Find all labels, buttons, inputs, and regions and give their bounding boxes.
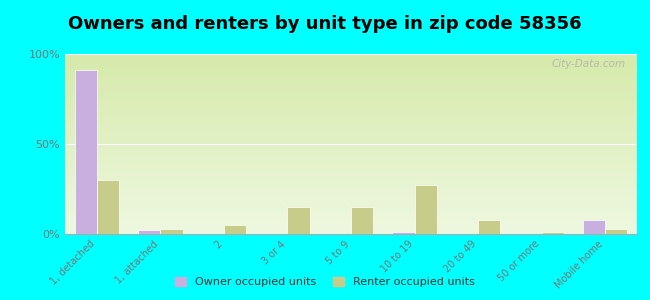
Bar	[224, 225, 246, 234]
Bar	[415, 185, 437, 234]
Bar	[75, 70, 97, 234]
Text: Owners and renters by unit type in zip code 58356: Owners and renters by unit type in zip c…	[68, 15, 582, 33]
Bar	[478, 220, 500, 234]
Bar	[605, 229, 627, 234]
Bar	[393, 232, 415, 234]
Bar	[138, 230, 161, 234]
Bar	[541, 232, 564, 234]
Legend: Owner occupied units, Renter occupied units: Owner occupied units, Renter occupied un…	[171, 272, 479, 291]
Text: City-Data.com: City-Data.com	[551, 59, 625, 69]
Bar	[583, 220, 605, 234]
Bar	[97, 180, 119, 234]
Bar	[161, 229, 183, 234]
Bar	[287, 207, 309, 234]
Bar	[351, 207, 373, 234]
